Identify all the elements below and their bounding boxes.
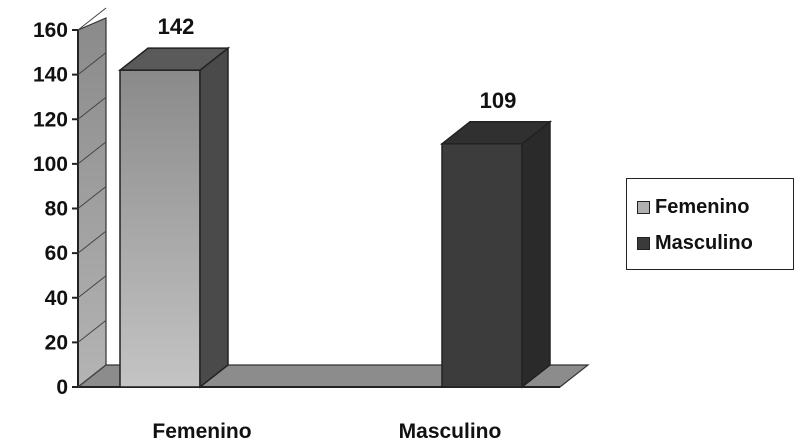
wall-gridline (77, 141, 107, 165)
wall-gridline (77, 230, 107, 254)
wall-gridline (77, 319, 107, 343)
bar-top-femenino (117, 47, 231, 71)
y-tick-label: 0 (56, 376, 68, 399)
y-tick-label: 40 (45, 287, 68, 310)
y-tick-label: 140 (33, 64, 68, 87)
bars (117, 46, 553, 389)
legend-swatch-femenino (637, 200, 650, 214)
data-label-femenino: 142 (158, 14, 195, 39)
wall-gridline (77, 186, 107, 209)
legend-swatch-masculino (637, 236, 650, 250)
bar-side-masculino (521, 120, 551, 389)
legend-label-femenino: Femenino (655, 195, 750, 218)
wall-gridline (77, 7, 107, 31)
y-tick-label: 120 (33, 108, 68, 131)
x-tick-label-masculino: Masculino (399, 420, 502, 440)
legend: Femenino Masculino (626, 178, 794, 270)
legend-label-masculino: Masculino (655, 231, 753, 254)
y-tick-label: 20 (45, 331, 68, 354)
bar-masculino (441, 143, 523, 388)
bar-top-masculino (439, 121, 553, 145)
data-label-masculino: 109 (480, 88, 517, 113)
x-tick-label-femenino: Femenino (152, 420, 251, 440)
wall-gridline (77, 52, 107, 76)
y-tick-label: 160 (33, 19, 68, 42)
wall-gridline (77, 96, 107, 120)
data-labels: 142 109 (158, 14, 517, 113)
bar-femenino (119, 69, 201, 388)
x-axis-labels: Femenino Masculino (152, 420, 501, 440)
wall-gridline (77, 364, 107, 388)
legend-item-femenino: Femenino (637, 189, 793, 225)
y-tick-label: 60 (45, 242, 68, 265)
y-tick-label: 80 (45, 198, 68, 221)
y-tick-label: 100 (33, 153, 68, 176)
legend-item-masculino: Masculino (637, 225, 793, 261)
y-axis: 0 20 40 60 80 100 120 140 160 (33, 7, 560, 399)
bar-side-femenino (199, 46, 229, 389)
wall-gridline (77, 275, 107, 299)
